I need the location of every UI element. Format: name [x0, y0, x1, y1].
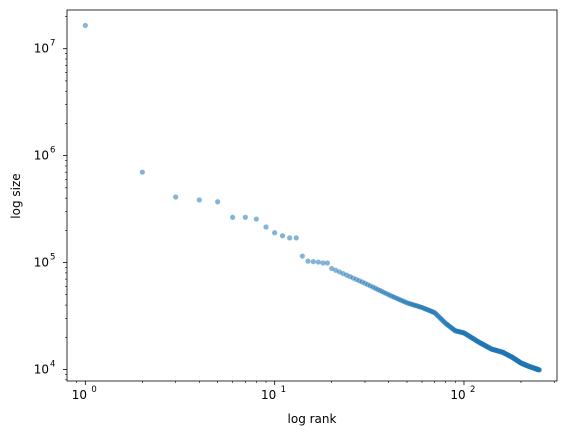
data-point	[139, 169, 145, 175]
data-point	[263, 224, 269, 230]
y-axis-label: log size	[9, 173, 23, 218]
x-tick-label: 10	[450, 388, 465, 402]
data-point	[279, 233, 286, 239]
x-axis-label: log rank	[288, 412, 337, 426]
data-point	[293, 235, 299, 241]
y-tick-exponent: 6	[50, 146, 55, 156]
y-tick-label: 10	[34, 256, 49, 270]
y-tick-exponent: 5	[50, 253, 55, 263]
data-point	[315, 259, 321, 265]
data-point	[253, 216, 259, 222]
data-point	[215, 199, 221, 205]
data-point	[196, 197, 202, 203]
data-point	[310, 259, 316, 265]
data-point	[324, 260, 331, 266]
data-point	[82, 22, 88, 29]
data-point	[536, 367, 542, 373]
data-point	[299, 253, 305, 259]
y-tick-exponent: 7	[50, 39, 55, 49]
axis-ticks: 10 0 10 1 10 210 410 510 610 7	[34, 16, 555, 402]
x-tick-exponent: 2	[470, 385, 475, 395]
data-point	[272, 230, 278, 236]
data-point	[242, 214, 248, 220]
x-tick-exponent: 0	[91, 385, 96, 395]
x-tick-exponent: 1	[281, 385, 286, 395]
data-points	[82, 22, 542, 373]
plot-frame	[66, 9, 558, 382]
y-tick-label: 10	[34, 362, 49, 376]
data-point	[287, 235, 293, 241]
data-point	[173, 194, 179, 200]
data-point	[230, 214, 236, 220]
y-tick-exponent: 4	[50, 359, 55, 369]
y-tick-label: 10	[34, 149, 49, 163]
data-point	[305, 258, 311, 264]
data-point	[329, 265, 335, 272]
y-tick-label: 10	[34, 42, 49, 56]
x-tick-label: 10	[72, 388, 87, 402]
data-point	[320, 260, 326, 266]
x-tick-label: 10	[261, 388, 276, 402]
